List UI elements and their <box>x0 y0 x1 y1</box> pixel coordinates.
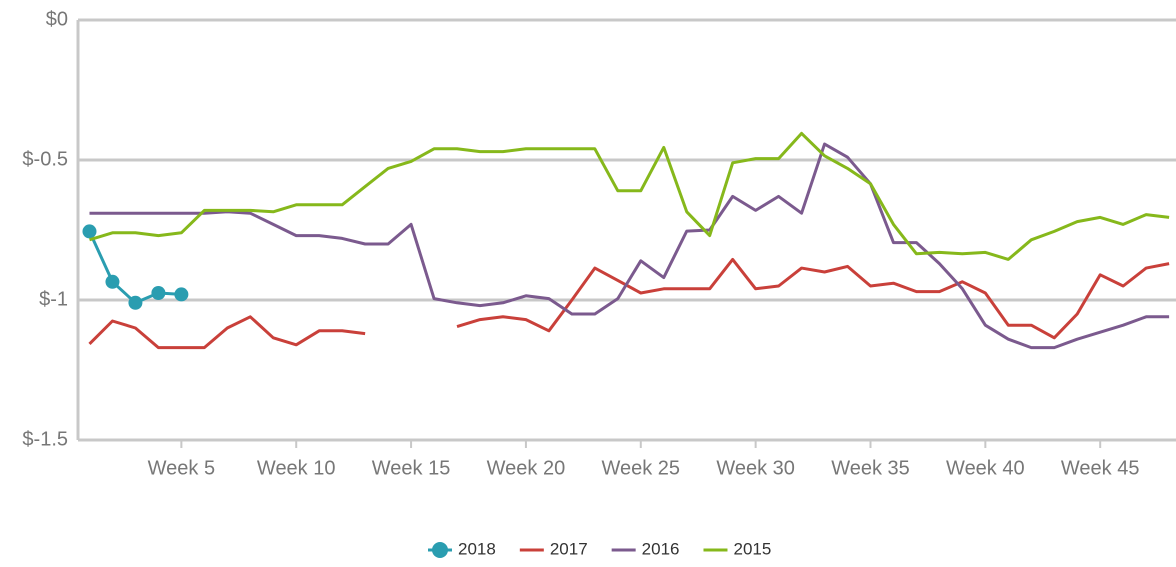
point <box>128 295 143 310</box>
legend-marker <box>432 542 448 558</box>
legend-label: 2017 <box>550 539 588 558</box>
point <box>82 224 97 239</box>
x-tick-label: Week 25 <box>601 457 680 479</box>
x-tick-label: Week 10 <box>257 457 336 479</box>
x-tick-label: Week 15 <box>372 457 451 479</box>
y-tick-label: $0 <box>46 8 68 30</box>
legend-label: 2016 <box>642 539 680 558</box>
point <box>105 274 120 289</box>
legend-label: 2015 <box>733 539 771 558</box>
legend: 2018 2017 2016 2015 <box>428 539 771 558</box>
point <box>174 287 189 302</box>
x-tick-label: Week 30 <box>716 457 795 479</box>
x-tick-label: Week 5 <box>148 457 215 479</box>
series-line <box>88 230 182 305</box>
y-tick-label: $-1.5 <box>22 428 68 450</box>
y-tick-label: $-0.5 <box>22 148 68 170</box>
series-line <box>89 131 1170 261</box>
point <box>151 286 166 300</box>
x-tick-label: Week 40 <box>946 457 1025 479</box>
x-tick-label: Week 35 <box>831 457 910 479</box>
y-tick-label: $-1 <box>39 288 68 310</box>
series-line <box>88 257 1170 350</box>
legend-label: 2018 <box>458 539 496 558</box>
x-tick-label: Week 45 <box>1061 457 1140 479</box>
series-line <box>89 142 1170 350</box>
x-tick-label: Week 20 <box>487 457 566 479</box>
